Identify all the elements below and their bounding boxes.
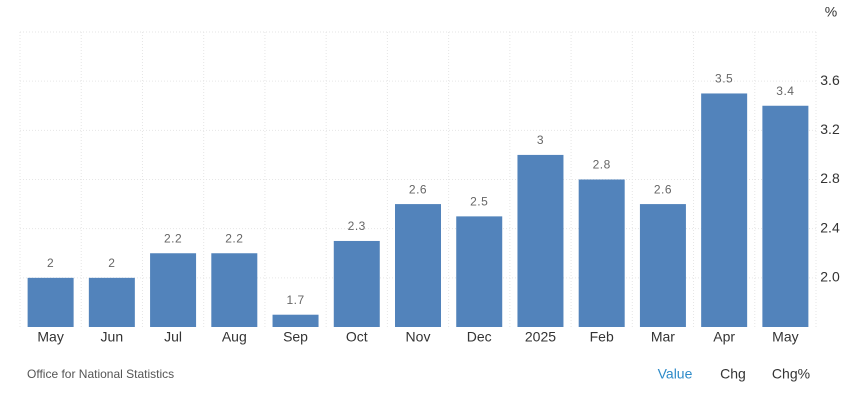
x-tick-label: Apr <box>713 329 735 345</box>
value-label: 1.7 <box>286 293 304 307</box>
bar <box>333 240 380 327</box>
value-label: 2.6 <box>654 182 672 196</box>
x-tick-label: Feb <box>590 329 614 345</box>
bar <box>578 179 625 327</box>
x-tick-label: May <box>37 329 63 345</box>
value-label: 2.8 <box>593 158 611 172</box>
tab[interactable]: Chg% <box>772 366 810 382</box>
bar <box>150 253 197 327</box>
x-tick-label: Nov <box>406 329 431 345</box>
y-tick-label: 2.8 <box>820 170 840 186</box>
bar <box>272 314 319 327</box>
value-label: 3.5 <box>715 72 733 86</box>
value-label: 2 <box>47 256 54 270</box>
value-label: 2.5 <box>470 195 488 209</box>
value-label: 2 <box>108 256 115 270</box>
y-tick-label: 2.4 <box>820 219 840 235</box>
source: Office for National Statistics <box>27 367 174 381</box>
value-label: 2.2 <box>164 231 182 245</box>
y-tick-label: 3.2 <box>820 121 840 137</box>
value-label: 2.3 <box>348 219 366 233</box>
unit-label: % <box>825 4 837 20</box>
value-label: 2.2 <box>225 231 243 245</box>
value-label: 3.4 <box>776 84 794 98</box>
x-tick-label: Mar <box>651 329 675 345</box>
bar <box>517 154 564 327</box>
value-label: 3 <box>537 133 544 147</box>
bar <box>456 216 503 327</box>
y-tick-label: 3.6 <box>820 72 840 88</box>
x-tick-label: Oct <box>346 329 368 345</box>
bar <box>701 93 748 327</box>
x-tick-label: Jun <box>101 329 124 345</box>
bar <box>211 253 258 327</box>
bar <box>27 277 74 327</box>
x-tick-label: 2025 <box>525 329 556 345</box>
y-tick-label: 2.0 <box>820 269 840 285</box>
bar <box>395 204 441 327</box>
x-tick-label: Jul <box>164 329 182 345</box>
bar <box>762 105 809 327</box>
tab[interactable]: Value <box>658 366 693 382</box>
bar <box>88 277 135 327</box>
x-tick-label: Sep <box>283 329 308 345</box>
value-label: 2.6 <box>409 182 427 196</box>
x-tick-label: Dec <box>467 329 492 345</box>
x-tick-label: May <box>772 329 798 345</box>
tab[interactable]: Chg <box>720 366 746 382</box>
bar <box>639 204 686 327</box>
x-tick-label: Aug <box>222 329 247 345</box>
